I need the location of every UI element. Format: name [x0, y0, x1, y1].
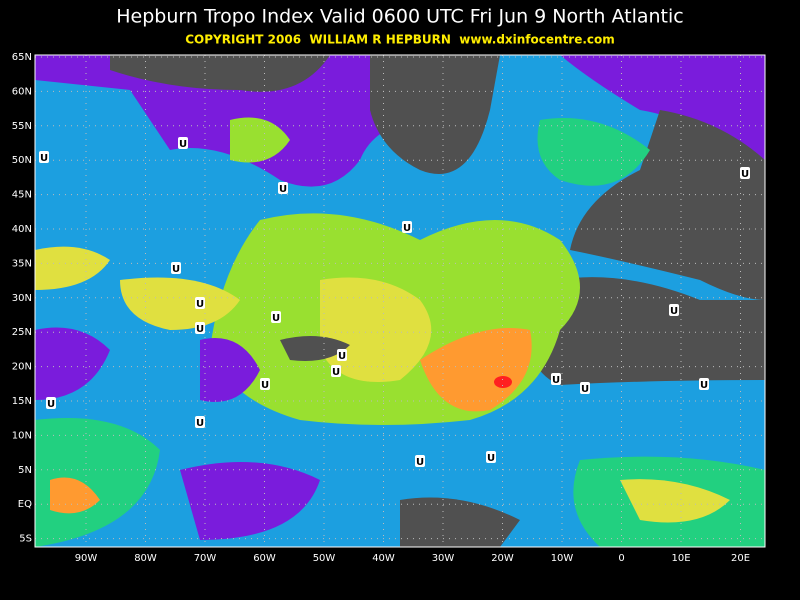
lat-label: 35N	[12, 258, 32, 269]
marker: U	[279, 184, 287, 195]
marker-box	[46, 397, 56, 409]
lon-label: 50W	[313, 553, 336, 564]
marker-box	[486, 451, 496, 463]
lon-label: 60W	[253, 553, 276, 564]
marker-box	[699, 378, 709, 390]
marker: U	[332, 367, 340, 378]
lat-label: 5N	[18, 465, 32, 476]
lon-label: 20W	[491, 553, 514, 564]
marker-box	[337, 349, 347, 361]
lat-label: 15N	[12, 396, 32, 407]
lat-label: 40N	[12, 224, 32, 235]
marker: U	[40, 153, 48, 164]
marker: U	[172, 264, 180, 275]
lon-label: 10E	[671, 553, 690, 564]
marker: U	[47, 399, 55, 410]
marker: U	[552, 375, 560, 386]
marker-box	[171, 262, 181, 274]
marker: U	[487, 453, 495, 464]
lat-label: 60N	[12, 86, 32, 97]
marker: U	[261, 380, 269, 391]
marker-box	[195, 297, 205, 309]
marker-box	[402, 221, 412, 233]
marker-box	[260, 378, 270, 390]
lon-label: 30W	[432, 553, 455, 564]
marker: U	[741, 169, 749, 180]
marker: U	[338, 351, 346, 362]
marker-box	[195, 416, 205, 428]
lat-label: 10N	[12, 430, 32, 441]
lat-label: 55N	[12, 121, 32, 132]
marker: U	[581, 384, 589, 395]
lat-label: 50N	[12, 155, 32, 166]
marker: U	[670, 306, 678, 317]
marker-box	[195, 322, 205, 334]
marker-box	[580, 382, 590, 394]
lat-label: EQ	[18, 499, 32, 510]
marker-box	[39, 151, 49, 163]
marker-box	[178, 137, 188, 149]
marker: U	[416, 457, 424, 468]
marker: U	[196, 299, 204, 310]
marker-box	[551, 373, 561, 385]
marker-box	[740, 167, 750, 179]
marker: U	[179, 139, 187, 150]
title: Hepburn Tropo Index Valid 0600 UTC Fri J…	[116, 6, 684, 28]
map-frame	[34, 54, 766, 548]
index-field	[35, 55, 765, 547]
marker-box	[271, 311, 281, 323]
lat-label: 5S	[19, 534, 32, 545]
copyright: COPYRIGHT 2006 WILLIAM R HEPBURN www.dxi…	[185, 33, 615, 47]
lon-label: 20E	[731, 553, 750, 564]
lon-label: 90W	[75, 553, 98, 564]
marker: U	[196, 324, 204, 335]
marker: U	[196, 418, 204, 429]
lat-label: 45N	[12, 190, 32, 201]
lat-label: 65N	[12, 52, 32, 63]
lat-label: 25N	[12, 327, 32, 338]
marker: U	[272, 313, 280, 324]
lon-label: 70W	[194, 553, 217, 564]
marker-box	[669, 304, 679, 316]
marker: U	[403, 223, 411, 234]
lon-label: 80W	[134, 553, 157, 564]
lat-label: 20N	[12, 362, 32, 373]
lon-label: 10W	[551, 553, 574, 564]
lon-label: 0	[618, 553, 624, 564]
marker-box	[331, 365, 341, 377]
lat-label: 30N	[12, 293, 32, 304]
marker-box	[278, 182, 288, 194]
marker: U	[700, 380, 708, 391]
lon-label: 40W	[372, 553, 395, 564]
marker-box	[415, 455, 425, 467]
